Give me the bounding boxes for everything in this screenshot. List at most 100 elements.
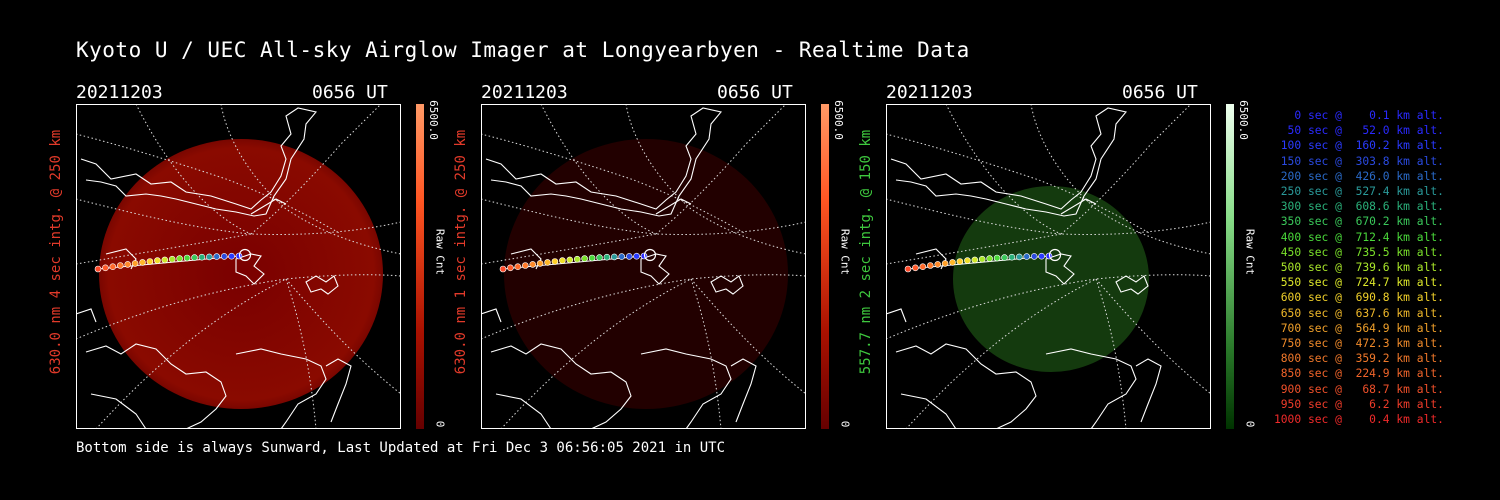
legend-row: 450 sec @ 735.5 km alt. <box>1273 245 1444 259</box>
coastline <box>481 107 757 429</box>
track-marker <box>904 265 912 273</box>
footer-status: Bottom side is always Sunward, Last Upda… <box>76 440 726 456</box>
track-marker <box>191 254 198 261</box>
coastline-segment <box>490 343 632 429</box>
imager-panel-1: 20211203 0656 UT 630.0 nm 4 sec intg. @ … <box>48 82 496 432</box>
track-marker <box>544 259 551 266</box>
track-marker <box>94 265 102 273</box>
grid-line <box>95 278 287 429</box>
track-marker <box>499 265 507 273</box>
track-marker <box>1016 253 1023 261</box>
map-frame <box>886 104 1211 429</box>
track-marker <box>168 255 176 263</box>
track-marker <box>978 255 986 263</box>
imager-panel-2: 20211203 0656 UT 630.0 nm 1 sec intg. @ … <box>453 82 901 432</box>
legend-row: 250 sec @ 527.4 km alt. <box>1273 185 1444 199</box>
track-marker <box>588 254 596 262</box>
track-marker <box>1030 253 1038 260</box>
panel-time: 0656 UT <box>717 82 793 103</box>
launch-site-marker <box>238 248 252 262</box>
coastline-segment <box>1060 198 1097 215</box>
track-marker <box>926 262 934 269</box>
track-marker <box>198 253 206 261</box>
colorbar-min: 0 <box>433 420 447 428</box>
coastline-segment <box>730 358 757 423</box>
track-marker <box>986 255 993 262</box>
legend-row: 50 sec @ 52.0 km alt. <box>1273 124 1444 138</box>
grid-lines <box>886 104 1211 429</box>
grid-line <box>886 274 1211 340</box>
grid-line <box>886 133 1152 235</box>
coastline-segment <box>76 308 97 323</box>
page-title: Kyoto U / UEC All-sky Airglow Imager at … <box>76 38 970 62</box>
colorbar-max: 6500.0 <box>427 100 440 140</box>
colorbar-min: 0 <box>1243 420 1257 428</box>
grid-line <box>481 233 657 265</box>
track-marker <box>109 263 117 270</box>
grid-line <box>76 274 401 340</box>
grid-lines <box>481 104 806 429</box>
legend-row: 300 sec @ 608.6 km alt. <box>1273 200 1444 214</box>
track-marker <box>625 253 633 260</box>
grid-lines <box>76 104 401 429</box>
colorbar-label: Raw Cnt <box>1243 228 1257 276</box>
colorbar-max: 6500.0 <box>832 100 845 140</box>
legend-row: 650 sec @ 637.6 km alt. <box>1273 306 1444 320</box>
legend-row: 700 sec @ 564.9 km alt. <box>1273 321 1444 335</box>
track-marker <box>596 254 603 261</box>
track-marker <box>964 257 971 264</box>
legend-row: 750 sec @ 472.3 km alt. <box>1273 337 1444 351</box>
track-marker <box>949 259 956 266</box>
coastline-segment <box>1045 253 1075 285</box>
rocket-track <box>904 248 1062 273</box>
grid-line <box>481 274 806 340</box>
legend-row: 800 sec @ 359.2 km alt. <box>1273 352 1444 366</box>
track-marker <box>919 263 927 270</box>
grid-line <box>76 133 342 235</box>
panel-time: 0656 UT <box>312 82 388 103</box>
coastline-segment <box>90 393 147 429</box>
track-marker <box>161 256 169 264</box>
colorbar-label: Raw Cnt <box>433 228 447 276</box>
track-marker <box>220 253 228 260</box>
track-marker <box>566 256 574 264</box>
track-marker <box>131 260 139 267</box>
coastline-segment <box>235 253 265 285</box>
map-frame <box>481 104 806 429</box>
panel-date: 20211203 <box>481 82 568 103</box>
grid-line <box>690 278 722 429</box>
track-marker <box>573 255 581 263</box>
colorbar-max: 6500.0 <box>1237 100 1250 140</box>
track-marker <box>912 264 919 272</box>
colorbar <box>416 104 424 429</box>
airglow-disc <box>953 186 1149 372</box>
legend-row: 850 sec @ 224.9 km alt. <box>1273 367 1444 381</box>
grid-line <box>250 104 382 235</box>
grid-line <box>690 278 806 395</box>
airglow-map-3 <box>886 104 1211 429</box>
panel-side-label: 630.0 nm 4 sec intg. @ 250 km <box>48 129 64 375</box>
rocket-track <box>94 248 252 273</box>
track-marker <box>633 252 640 260</box>
panel-date: 20211203 <box>76 82 163 103</box>
track-marker <box>603 253 611 261</box>
track-marker <box>124 261 132 268</box>
track-marker <box>559 257 566 264</box>
coastline-segment <box>640 253 670 285</box>
coastline-segment <box>250 198 287 215</box>
track-marker <box>139 259 146 266</box>
coastline <box>76 107 352 429</box>
grid-line <box>1060 104 1192 235</box>
legend-row: 550 sec @ 724.7 km alt. <box>1273 276 1444 290</box>
coastline-segment <box>900 393 957 429</box>
panel-date: 20211203 <box>886 82 973 103</box>
coastline-segment <box>305 275 339 295</box>
grid-line <box>285 278 317 429</box>
track-marker <box>611 253 618 261</box>
coastline-segment <box>325 358 352 423</box>
coastline-segment <box>710 275 744 295</box>
grid-line <box>481 133 747 235</box>
coastline-segment <box>640 348 732 429</box>
legend-row: 150 sec @ 303.8 km alt. <box>1273 154 1444 168</box>
rocket-track <box>499 248 657 273</box>
